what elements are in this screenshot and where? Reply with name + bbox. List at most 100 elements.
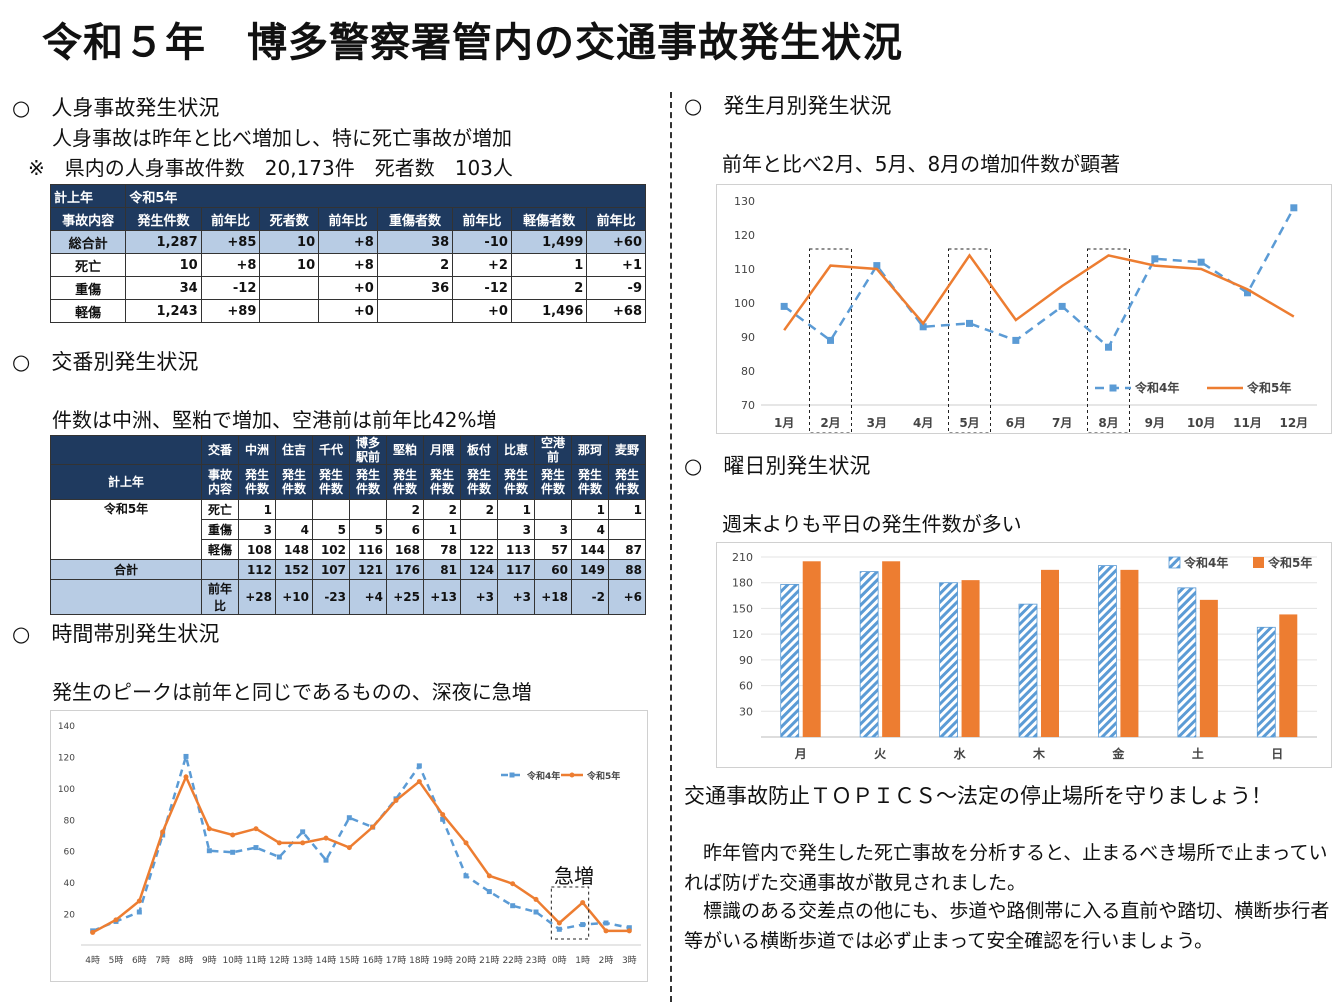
cell: +28 bbox=[238, 579, 276, 615]
x-tick-label: 22時 bbox=[502, 955, 522, 966]
cell: 1,287 bbox=[125, 230, 202, 254]
legend-marker-r5 bbox=[569, 772, 575, 778]
row-label: 軽傷 bbox=[49, 299, 127, 323]
x-tick-label: 10月 bbox=[1187, 416, 1216, 430]
koban-name: 那珂 bbox=[571, 435, 609, 465]
cell: 1 bbox=[423, 519, 461, 540]
data-point-r4 bbox=[463, 873, 469, 879]
cell: 2 bbox=[386, 499, 424, 520]
cell: 1 bbox=[571, 499, 609, 520]
col-header: 発生件数 bbox=[238, 464, 276, 500]
data-point-r4 bbox=[510, 903, 516, 909]
cell: 117 bbox=[497, 559, 535, 580]
cell: 3 bbox=[238, 519, 276, 540]
col-header: 発生件数 bbox=[386, 464, 424, 500]
x-tick-label: 4時 bbox=[85, 955, 100, 966]
data-point-r4 bbox=[1197, 258, 1205, 266]
x-tick-label: 3時 bbox=[622, 955, 637, 966]
legend-marker-r4 bbox=[509, 772, 515, 778]
section-heading-injury: ○ 人身事故発生状況 bbox=[12, 96, 220, 120]
y-tick-label: 210 bbox=[732, 551, 753, 564]
cell: 10 bbox=[125, 253, 202, 277]
cell: +3 bbox=[460, 579, 498, 615]
cell: 3 bbox=[497, 519, 535, 540]
table-row-total: 合計 112 152 107 121 176 81 124 117 60 149… bbox=[50, 559, 646, 580]
cell: 60 bbox=[534, 559, 572, 580]
y-tick-label: 70 bbox=[741, 399, 755, 412]
y-tick-label: 80 bbox=[741, 365, 755, 378]
data-point-r4 bbox=[533, 909, 539, 915]
cell: 2 bbox=[423, 499, 461, 520]
x-tick-label: 21時 bbox=[479, 955, 499, 966]
cell: 1 bbox=[497, 499, 535, 520]
bar-r5 bbox=[1041, 569, 1059, 737]
bar-r4 bbox=[1256, 626, 1276, 738]
x-tick-label: 7月 bbox=[1052, 416, 1072, 430]
cell: 38 bbox=[376, 230, 454, 254]
bar-r4 bbox=[1018, 603, 1038, 738]
col-header: 発生件数 bbox=[312, 464, 350, 500]
y-tick-label: 130 bbox=[734, 195, 755, 208]
data-point-r5 bbox=[323, 835, 329, 841]
cell: +4 bbox=[349, 579, 387, 615]
row-label: 軽傷 bbox=[201, 539, 239, 560]
cell: 149 bbox=[571, 559, 609, 580]
cell: +85 bbox=[200, 230, 261, 254]
cell: 5 bbox=[349, 519, 387, 540]
cell: -12 bbox=[200, 276, 261, 300]
series-line-r5 bbox=[92, 773, 630, 934]
x-tick-label: 9時 bbox=[202, 955, 217, 966]
data-point-r5 bbox=[510, 881, 516, 887]
koban-name: 麦野 bbox=[608, 435, 646, 465]
bar-r5 bbox=[882, 561, 901, 737]
cell: 1 bbox=[510, 253, 588, 277]
y-tick-label: 80 bbox=[64, 816, 76, 826]
data-point-r5 bbox=[253, 826, 259, 832]
koban-name: 千代 bbox=[312, 435, 350, 465]
cell: -10 bbox=[452, 230, 512, 254]
series-line-r4 bbox=[92, 751, 630, 933]
x-tick-label: 17時 bbox=[386, 955, 406, 966]
cell: 5 bbox=[312, 519, 350, 540]
data-point-r4 bbox=[230, 849, 236, 855]
cell: +68 bbox=[586, 299, 646, 323]
x-tick-label: 18時 bbox=[409, 955, 429, 966]
data-point-r4 bbox=[1012, 336, 1020, 344]
x-tick-label: 水 bbox=[954, 746, 967, 761]
x-tick-label: 土 bbox=[1192, 746, 1204, 761]
y-tick-label: 60 bbox=[739, 680, 753, 693]
bar-r4 bbox=[1177, 587, 1197, 738]
x-tick-label: 8月 bbox=[1098, 416, 1118, 430]
cell: -2 bbox=[571, 579, 609, 615]
legend-label-r4: 令和4年 bbox=[1134, 380, 1179, 395]
data-point-r5 bbox=[206, 826, 212, 832]
cell: -23 bbox=[312, 579, 350, 615]
data-point-r4 bbox=[1244, 289, 1251, 297]
cell: 176 bbox=[386, 559, 424, 580]
data-point-r4 bbox=[626, 925, 632, 931]
cell: +18 bbox=[534, 579, 572, 615]
y-tick-label: 120 bbox=[58, 753, 75, 763]
cell: 2 bbox=[376, 253, 454, 277]
column-divider bbox=[670, 92, 672, 1002]
topics-paragraph-1: 昨年管内で発生した死亡事故を分析すると、止まるべき場所で止まっていれば防げた交通… bbox=[684, 842, 1328, 894]
x-tick-label: 11時 bbox=[246, 955, 266, 966]
cell: 121 bbox=[349, 559, 387, 580]
data-point-r5 bbox=[580, 900, 586, 906]
table-row: 重傷 34 -12 +0 36 -12 2 -9 bbox=[49, 276, 646, 300]
koban-name: 月隈 bbox=[423, 435, 461, 465]
prev-label: 前年比 bbox=[201, 579, 239, 615]
col-header: 死者数 bbox=[259, 207, 320, 231]
data-point-r5 bbox=[603, 928, 609, 934]
y-tick-label: 100 bbox=[58, 785, 75, 795]
series-line-r5 bbox=[783, 253, 1295, 331]
data-point-r5 bbox=[463, 840, 469, 846]
legend-swatch-r4 bbox=[1168, 556, 1181, 569]
cell: 102 bbox=[312, 539, 350, 560]
data-point-r4 bbox=[300, 829, 306, 835]
y-tick-label: 30 bbox=[739, 705, 753, 718]
col-header: 軽傷者数 bbox=[510, 207, 588, 231]
cell: 112 bbox=[238, 559, 276, 580]
row-label: 重傷 bbox=[49, 276, 127, 300]
data-point-r4 bbox=[136, 909, 142, 915]
